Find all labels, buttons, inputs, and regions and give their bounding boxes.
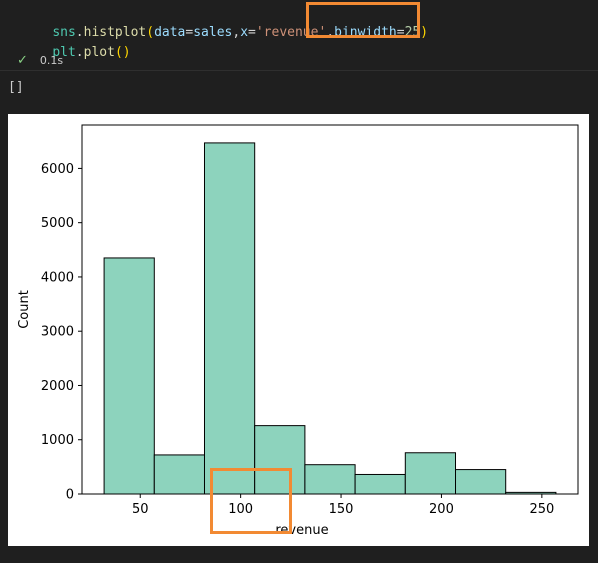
code-line-2[interactable]: plt.plot() [21, 26, 131, 80]
y-tick-label: 4000 [41, 270, 74, 285]
x-tick-label: 100 [228, 502, 253, 517]
code-token: plt [52, 45, 76, 60]
x-tick-label: 250 [529, 502, 554, 517]
code-token: ( [146, 25, 155, 40]
code-token: ) [420, 25, 429, 40]
code-cell[interactable]: sns.histplot(data=sales,x='revenue',binw… [0, 0, 598, 71]
y-tick-label: 3000 [41, 325, 74, 340]
y-tick-label: 5000 [41, 216, 74, 231]
code-token: , [232, 25, 241, 40]
code-token: sales [193, 25, 233, 40]
histogram-bar [354, 473, 406, 495]
histogram-bar [304, 464, 356, 495]
execution-time: 0.1s [39, 53, 64, 67]
code-token: histplot [83, 25, 147, 40]
y-axis-label: Count [17, 290, 32, 329]
code-token: = [248, 25, 256, 40]
code-token: . [75, 45, 84, 60]
x-tick-label: 150 [329, 502, 354, 517]
code-token: = [185, 25, 194, 40]
y-tick-label: 0 [66, 488, 74, 503]
xtick-highlight-box [210, 468, 292, 534]
axes-frame [81, 124, 579, 495]
y-tick-label: 1000 [41, 433, 74, 448]
binwidth-highlight-box [306, 2, 420, 38]
y-tick-label: 2000 [41, 379, 74, 394]
histogram-bar [254, 425, 306, 495]
y-tick-label: 6000 [41, 162, 74, 177]
x-axis-label: revenue [275, 523, 328, 538]
x-tick-label: 50 [132, 502, 149, 517]
histogram-chart: 50 100 150 200 250 0 1000 2000 3000 4000 5000 6000 r… [17, 124, 579, 538]
code-token: . [75, 25, 84, 40]
plot-output: 50 100 150 200 250 0 1000 2000 3000 4000 5000 6000 r… [8, 114, 589, 546]
code-token: , [326, 25, 335, 40]
check-icon: ✓ [17, 52, 28, 68]
histogram-bar [203, 142, 256, 495]
code-token: () [114, 45, 131, 60]
code-token: x [240, 25, 249, 40]
histogram-bar [103, 257, 155, 495]
histogram-bar [404, 452, 457, 495]
histogram-bar [153, 454, 205, 495]
x-tick-label: 200 [429, 502, 454, 517]
execution-status: ✓ 0.1s [17, 52, 63, 68]
code-token: data [154, 25, 186, 40]
histogram-bar [455, 469, 507, 495]
output-text: [] [8, 80, 24, 95]
code-token: = [396, 25, 405, 40]
code-token: plot [83, 45, 115, 60]
code-token: sns [52, 25, 76, 40]
